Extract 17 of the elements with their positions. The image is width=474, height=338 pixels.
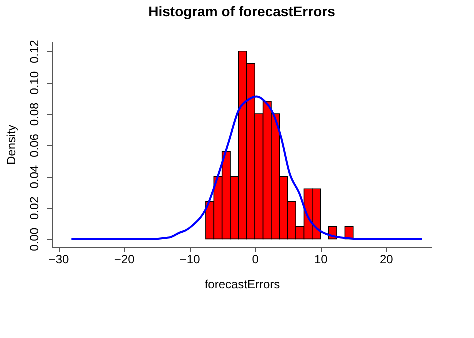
x-tick-label: −10 — [180, 252, 201, 266]
y-tick-label: 0.10 — [28, 71, 42, 95]
x-tick-label: 10 — [314, 252, 328, 266]
x-axis-title: forecastErrors — [204, 278, 280, 292]
chart-title: Histogram of forecastErrors — [148, 4, 336, 20]
line-series — [70, 96, 424, 240]
x-tick-label: 20 — [380, 252, 394, 266]
x-tick-label: −30 — [48, 252, 70, 266]
x-tick-label: 0 — [252, 252, 260, 266]
y-tick-label: 0.02 — [28, 196, 42, 220]
x-tick-label: −20 — [114, 252, 136, 266]
y-tick-label: 0.00 — [28, 228, 42, 252]
y-tick-label: 0.04 — [28, 165, 42, 189]
y-tick-label: 0.12 — [28, 40, 42, 64]
y-tick-label: 0.08 — [28, 102, 42, 126]
y-axis-title: Density — [4, 124, 18, 166]
y-tick-label: 0.06 — [28, 134, 42, 158]
